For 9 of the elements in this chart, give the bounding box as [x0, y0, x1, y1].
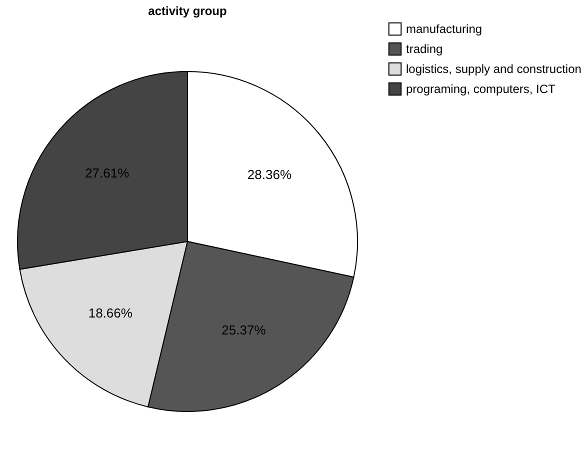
data-label: 28.36%: [247, 167, 292, 182]
chart-title: activity group: [148, 4, 227, 18]
data-label: 18.66%: [88, 305, 133, 320]
legend-label: trading: [406, 42, 443, 56]
data-label: 27.61%: [85, 165, 130, 180]
legend-label: programing, computers, ICT: [406, 82, 556, 96]
data-label: 25.37%: [222, 322, 266, 338]
legend-label: manufacturing: [406, 22, 482, 36]
legend-label: logistics, supply and construction: [406, 62, 582, 76]
